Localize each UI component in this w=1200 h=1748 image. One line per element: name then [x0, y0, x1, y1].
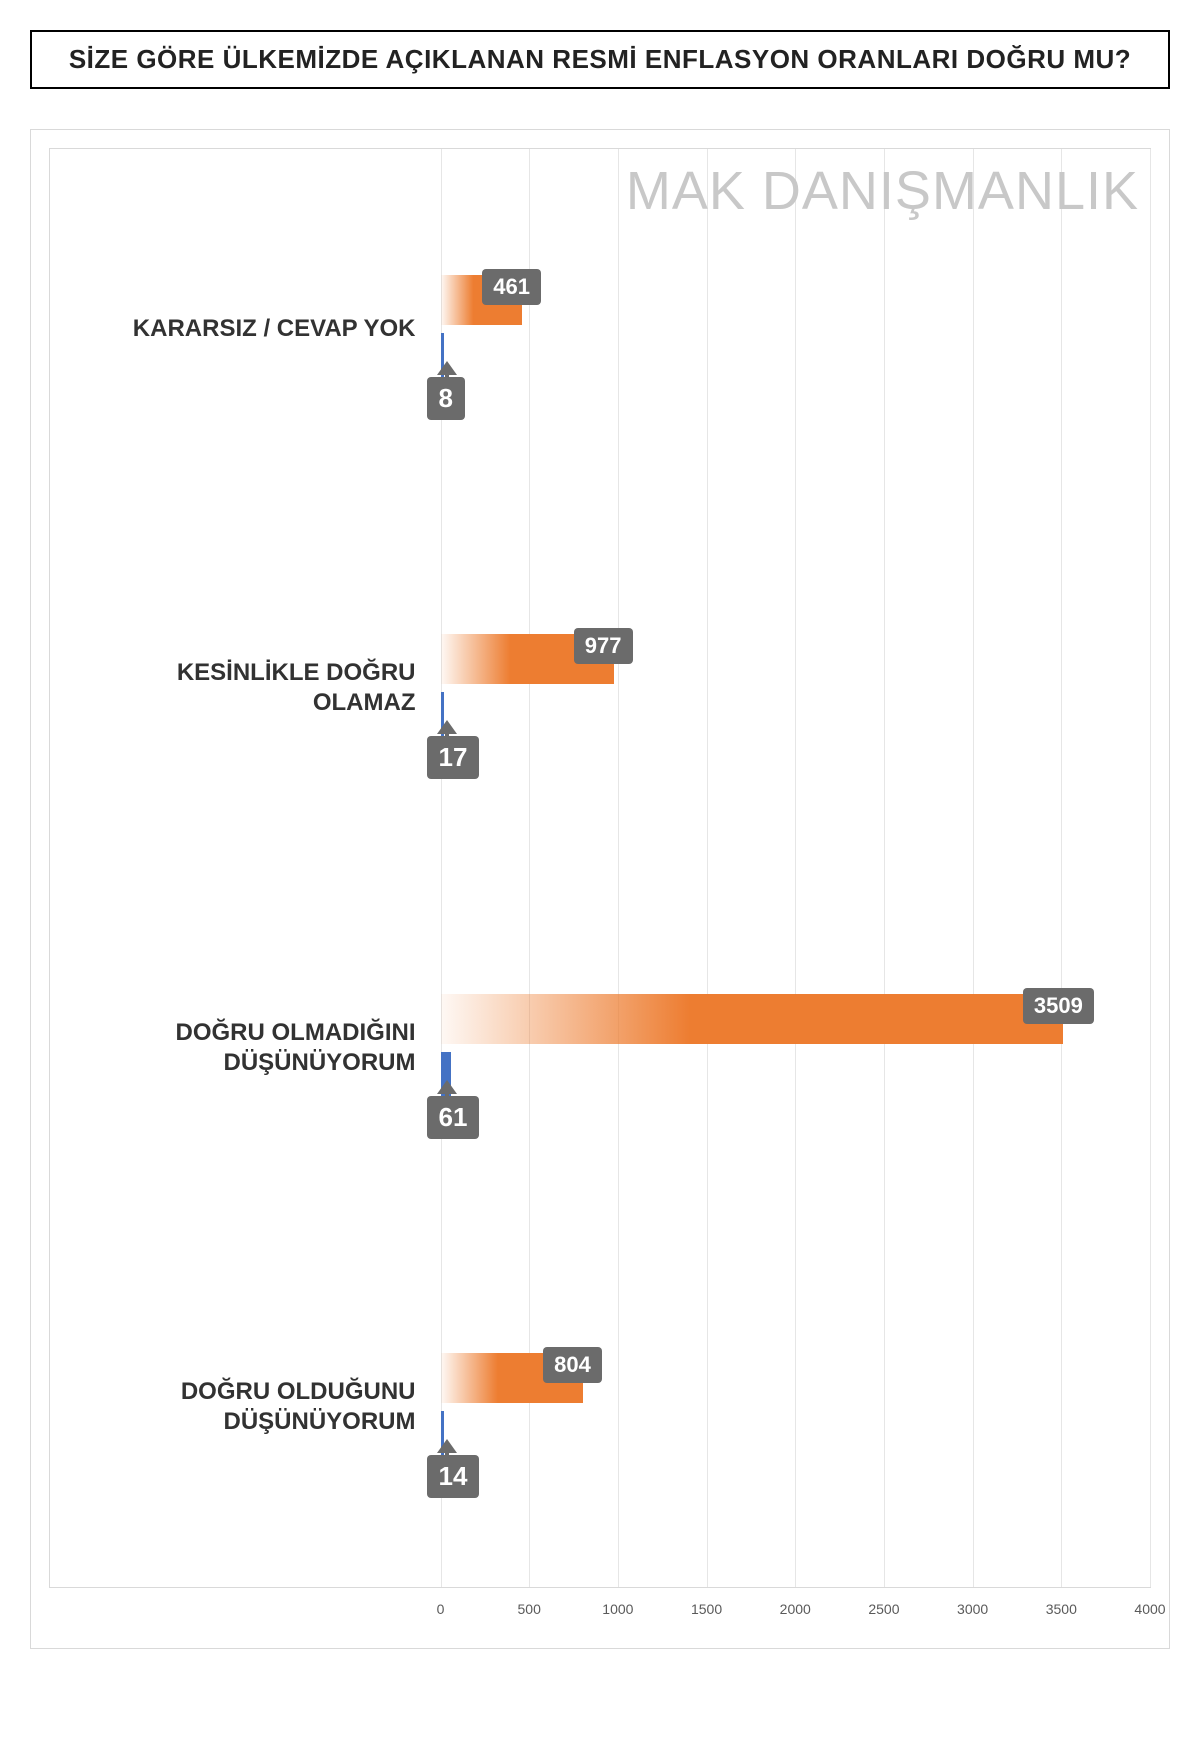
x-tick-label: 500 [518, 1601, 541, 1617]
chart-title: SİZE GÖRE ÜLKEMİZDE AÇIKLANAN RESMİ ENFL… [30, 30, 1170, 89]
bar-pct [441, 1411, 444, 1461]
category-label: DOĞRU OLDUĞUNU DÜŞÜNÜYORUM [50, 1377, 431, 1437]
category-label: KARARSIZ / CEVAP YOK [50, 314, 431, 344]
data-label-pct: 8 [427, 377, 465, 420]
x-tick-label: 2500 [868, 1601, 899, 1617]
bar-count [441, 994, 1063, 1044]
data-label-pct: 17 [427, 736, 480, 779]
plot-area: 05001000150020002500300035004000KARARSIZ… [49, 148, 1151, 1588]
chart-container: MAK DANIŞMANLIK 050010001500200025003000… [30, 129, 1170, 1649]
x-tick-label: 3500 [1046, 1601, 1077, 1617]
bar-row-count: 461 [441, 275, 1151, 325]
x-tick-label: 4000 [1134, 1601, 1165, 1617]
data-label-pct: 14 [427, 1455, 480, 1498]
category-label: KESİNLİKLE DOĞRU OLAMAZ [50, 658, 431, 718]
x-tick-label: 1500 [691, 1601, 722, 1617]
x-tick-label: 0 [437, 1601, 445, 1617]
x-tick-label: 1000 [602, 1601, 633, 1617]
x-tick-label: 2000 [780, 1601, 811, 1617]
category-group: KESİNLİKLE DOĞRU OLAMAZ97717 [50, 509, 1150, 869]
grid-line [1150, 149, 1151, 1587]
data-label-count: 3509 [1023, 988, 1094, 1024]
data-label-count: 977 [574, 628, 633, 664]
category-group: DOĞRU OLDUĞUNU DÜŞÜNÜYORUM80414 [50, 1228, 1150, 1588]
bar-row-pct: 17 [441, 692, 1151, 742]
x-tick-label: 3000 [957, 1601, 988, 1617]
bar-row-pct: 8 [441, 333, 1151, 383]
data-label-pct: 61 [427, 1096, 480, 1139]
bar-pct [441, 692, 444, 742]
bar-row-count: 977 [441, 634, 1151, 684]
bar-pct [441, 333, 444, 383]
bar-row-count: 3509 [441, 994, 1151, 1044]
category-label: DOĞRU OLMADIĞINI DÜŞÜNÜYORUM [50, 1018, 431, 1078]
category-group: DOĞRU OLMADIĞINI DÜŞÜNÜYORUM350961 [50, 868, 1150, 1228]
data-label-count: 461 [482, 269, 541, 305]
bar-row-pct: 61 [441, 1052, 1151, 1102]
bar-row-pct: 14 [441, 1411, 1151, 1461]
watermark-text: MAK DANIŞMANLIK [626, 160, 1139, 222]
bar-row-count: 804 [441, 1353, 1151, 1403]
data-label-count: 804 [543, 1347, 602, 1383]
